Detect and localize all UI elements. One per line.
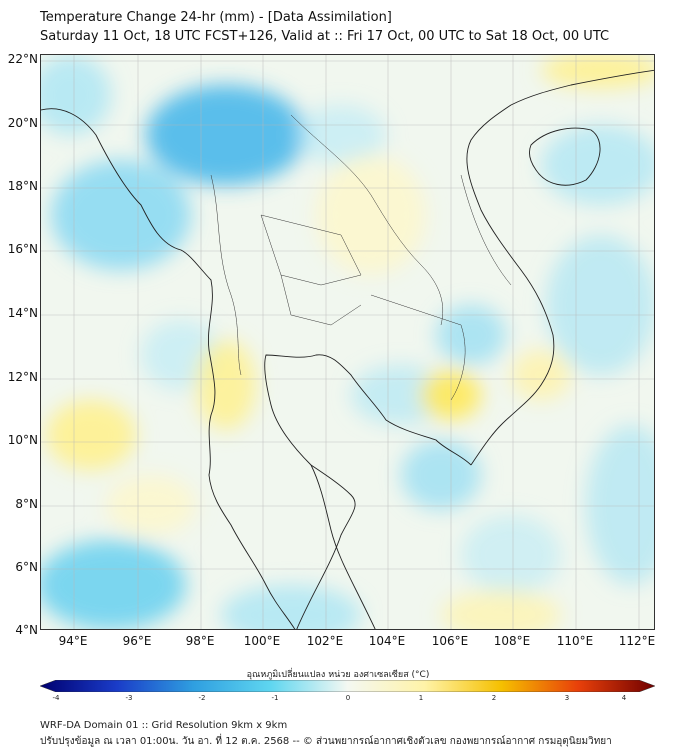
colorbar-tick-neg3: -3 [125, 694, 133, 702]
lat-label-20n: 20°N [7, 116, 38, 130]
colorbar [40, 680, 655, 692]
lon-label-110e: 110°E [556, 634, 594, 648]
cold-anomaly-cambodia [436, 305, 506, 365]
warm-anomaly-south-china [541, 55, 654, 88]
warm-anomaly-andaman-south [106, 475, 196, 535]
lon-label-112e: 112°E [618, 634, 656, 648]
lat-label-22n: 22°N [7, 52, 38, 66]
lon-label-94e: 94°E [58, 634, 88, 648]
lon-label-104e: 104°E [368, 634, 406, 648]
lat-label-4n: 4°N [15, 623, 38, 637]
map-title: Temperature Change 24-hr (mm) - [Data As… [40, 10, 392, 25]
boundary-myanmar-thailand [210, 174, 242, 376]
coastline-gulf-of-thailand [264, 354, 472, 629]
warm-anomaly-thailand-west [196, 340, 256, 430]
lon-label-96e: 96°E [122, 634, 152, 648]
cold-anomaly-scs-south [461, 515, 561, 595]
coastline-peninsular-east [310, 464, 376, 629]
lat-label-6n: 6°N [15, 560, 38, 574]
coastline-mainland [41, 108, 296, 629]
cold-anomaly-south-china-sea-north [546, 235, 654, 375]
warm-anomaly-northeast-thailand [316, 155, 426, 275]
warm-anomaly-vietnam-south [511, 350, 571, 400]
coastlines [41, 69, 654, 629]
colorbar-tick-neg1: -1 [271, 694, 279, 702]
footer-domain-info: WRF-DA Domain 01 :: Grid Resolution 9km … [40, 720, 288, 731]
lat-label-8n: 8°N [15, 497, 38, 511]
lat-label-10n: 10°N [7, 433, 38, 447]
colorbar-tick-pos2: 2 [491, 694, 497, 702]
footer-update-info: ปรับปรุงข้อมูล ณ เวลา 01:00น. วัน อา. ที… [40, 736, 612, 747]
lat-label-12n: 12°N [7, 370, 38, 384]
cold-anomaly-gulf-of-thailand [351, 365, 451, 425]
map-panel [40, 54, 655, 630]
coastline-vietnam [466, 69, 654, 466]
lon-label-100e: 100°E [243, 634, 281, 648]
cold-anomaly-southwest [41, 540, 186, 629]
admin-boundaries [210, 114, 512, 401]
lat-label-18n: 18°N [7, 179, 38, 193]
warm-anomaly-andaman-sea [46, 400, 136, 470]
colorbar-bar [40, 680, 655, 692]
colorbar-tick-zero: 0 [345, 694, 351, 702]
colorbar-tick-pos4: 4 [621, 694, 627, 702]
boundary-thailand-internal [260, 214, 362, 326]
colorbar-tick-neg2: -2 [198, 694, 206, 702]
lon-label-108e: 108°E [493, 634, 531, 648]
colorbar-tick-neg4: -4 [52, 694, 60, 702]
boundary-thailand-laos [420, 264, 444, 326]
boundary-laos [290, 114, 422, 266]
boundary-cambodia [370, 294, 466, 401]
colorbar-tick-pos1: 1 [418, 694, 424, 702]
lon-label-102e: 102°E [306, 634, 344, 648]
cold-anomaly-southeast [586, 425, 654, 585]
colorbar-tick-pos3: 3 [564, 694, 570, 702]
cold-anomaly-laos-north [296, 105, 386, 165]
boundary-vietnam-laos [460, 174, 512, 286]
colorbar-title: อุณหภูมิเปลี่ยนแปลง หน่วย องศาเซลเซียส (… [246, 670, 430, 680]
lon-label-98e: 98°E [185, 634, 215, 648]
map-subtitle: Saturday 11 Oct, 18 UTC FCST+126, Valid … [40, 29, 610, 44]
warm-anomaly-borneo-west [441, 590, 561, 629]
cold-anomaly-myanmar-west [51, 160, 191, 270]
cold-anomaly-mekong-south [401, 440, 481, 510]
coastline-hainan [528, 127, 601, 186]
cold-anomaly-northwest [41, 55, 111, 135]
temperature-change-map [41, 55, 654, 629]
graticule [41, 55, 654, 629]
lon-label-106e: 106°E [431, 634, 469, 648]
cold-anomaly-myanmar-north [146, 85, 306, 185]
lat-label-16n: 16°N [7, 242, 38, 256]
lat-label-14n: 14°N [7, 306, 38, 320]
